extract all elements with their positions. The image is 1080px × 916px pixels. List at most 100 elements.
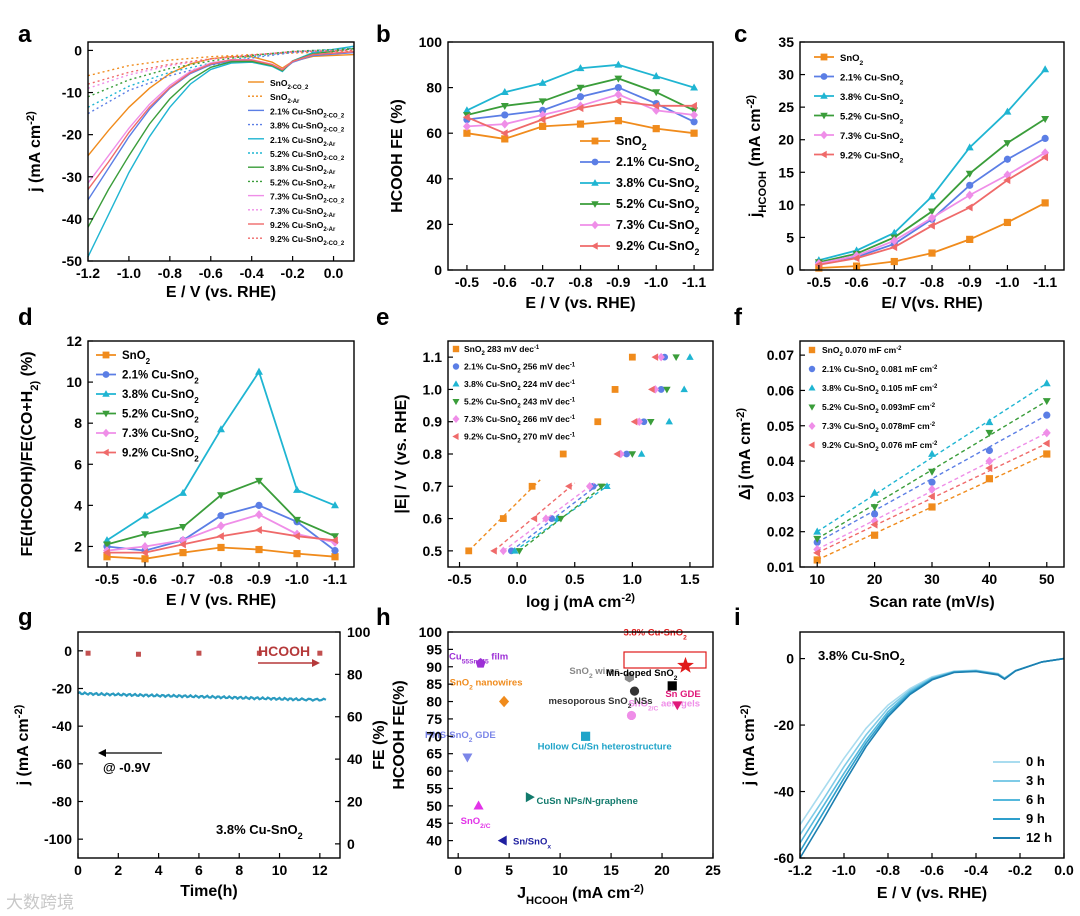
f-data-point xyxy=(985,429,994,437)
x-tick-label: -0.8 xyxy=(876,862,900,878)
x-tick-label: -0.2 xyxy=(281,265,305,281)
x-tick-label: -0.8 xyxy=(568,274,592,290)
e-fit-line xyxy=(502,482,595,552)
e-data-point xyxy=(559,450,567,458)
d-data-point xyxy=(216,532,224,541)
f-data-point xyxy=(1042,428,1051,438)
b-legend-marker xyxy=(591,220,599,230)
y-tick-label: 0.06 xyxy=(767,382,794,398)
i-legend-label: 3 h xyxy=(1026,773,1045,788)
y-tick-label: 0 xyxy=(74,42,82,58)
h-data-point xyxy=(497,835,507,846)
d-data-point xyxy=(141,555,149,563)
e-data-point xyxy=(686,353,694,360)
x-axis-label: JHCOOH (mA cm-2) xyxy=(517,883,644,907)
b-data-point xyxy=(539,122,547,130)
f-data-point xyxy=(871,531,879,539)
c-data-point xyxy=(1003,176,1011,185)
i-legend-label: 9 h xyxy=(1026,811,1045,826)
d-data-point xyxy=(179,549,187,557)
y-tick-label: 1.1 xyxy=(423,349,443,365)
f-data-point xyxy=(870,504,879,512)
y-tick-label: 85 xyxy=(426,676,442,692)
b-data-point xyxy=(500,129,508,138)
c-data-point xyxy=(814,260,822,269)
b-data-point xyxy=(614,89,623,99)
x-tick-label: -0.9 xyxy=(958,274,982,290)
f-legend-marker xyxy=(808,384,816,391)
c-data-point xyxy=(1041,148,1050,158)
y2-axis-label: FE (%) xyxy=(371,720,388,770)
g-arrow-head-potential xyxy=(98,749,106,757)
g-annotation-potential: @ -0.9V xyxy=(103,760,151,775)
y-tick-label: 20 xyxy=(426,216,442,232)
y2-tick-label: 100 xyxy=(347,624,371,640)
h-point-label: CuSn NPs/N-graphene xyxy=(537,796,638,807)
y-axis-label: j (mA cm-2) xyxy=(739,704,758,786)
h-point-label: Mn-doped SnO2 xyxy=(606,668,678,682)
c-legend-label: 7.3% Cu-SnO2 xyxy=(840,131,904,145)
c-data-point xyxy=(928,249,936,257)
x-tick-label: 10 xyxy=(552,862,568,878)
f-data-point xyxy=(928,478,936,486)
x-tick-label: -1.1 xyxy=(682,274,706,290)
x-axis-label: E / V (vs. RHE) xyxy=(877,885,987,902)
plot-frame xyxy=(87,41,355,262)
h-data-point xyxy=(667,681,677,691)
y-axis-label: FE(HCOOH)/FE(CO+H2) (%) xyxy=(19,351,41,556)
d-data-point xyxy=(141,531,149,539)
a-legend-label: SnO2-CO_2 xyxy=(270,78,309,91)
b-data-point xyxy=(538,78,547,86)
e-data-point xyxy=(635,417,644,426)
a-legend-label: 3.8% Cu-SnO2-CO_2 xyxy=(270,121,345,134)
y-tick-label: 45 xyxy=(426,815,442,831)
panel-letter-i: i xyxy=(734,604,741,631)
x-tick-label: 8 xyxy=(235,862,243,878)
a-legend-label: 7.3% Cu-SnO2-Ar xyxy=(270,206,336,219)
h-point-label: Hollow Cu/Sn heterostructure xyxy=(538,741,672,752)
h-data-point xyxy=(525,792,535,803)
e-fit-line xyxy=(510,482,601,552)
d-data-point xyxy=(331,501,339,509)
f-data-point xyxy=(928,468,936,476)
e-data-point xyxy=(628,353,636,361)
e-data-point xyxy=(594,418,602,426)
x-tick-label: -0.7 xyxy=(882,274,906,290)
d-data-point xyxy=(331,533,339,541)
y-tick-label: 65 xyxy=(426,746,442,762)
b-data-point xyxy=(539,106,547,114)
h-data-point xyxy=(498,695,510,708)
h-point-label: Sn GDE xyxy=(665,689,700,700)
panel-b: -0.5 -0.6 -0.7 -0.8 -0.9 -1.0 -1.1 0 20 40 60 80 100… xyxy=(389,34,714,312)
c-data-point xyxy=(1003,140,1012,148)
x-tick-label: -1.2 xyxy=(76,265,100,281)
h-point-label: 3.8% Cu-SnO2 xyxy=(623,628,687,642)
d-legend-label: SnO2 xyxy=(122,350,151,366)
f-data-point xyxy=(1042,379,1051,387)
e-legend-label: SnO2 283 mV dec-1 xyxy=(464,344,540,357)
b-data-point xyxy=(690,129,698,137)
d-data-point xyxy=(103,536,111,544)
g-fe-point xyxy=(317,650,323,656)
x-tick-label: -0.5 xyxy=(447,571,471,587)
x-tick-label: -0.4 xyxy=(964,862,988,878)
e-data-point xyxy=(511,546,519,554)
c-legend-marker xyxy=(820,53,828,61)
c-data-point xyxy=(890,236,899,246)
e-data-point xyxy=(648,385,655,394)
y-tick-label: 0.04 xyxy=(767,453,794,469)
y-tick-label: -20 xyxy=(774,717,794,733)
e-data-point xyxy=(613,450,621,458)
x-tick-label: 4 xyxy=(155,862,163,878)
panel-f: 10 20 30 40 50 0.01 0.02 0.03 0.04 0.05 0.06 0.07 Sc… xyxy=(735,340,1065,611)
x-tick-label: 15 xyxy=(603,862,619,878)
c-data-point xyxy=(927,221,935,230)
h-point-label: SnO2 nanowires xyxy=(450,678,523,692)
e-data-point xyxy=(542,514,550,523)
y-tick-label: 1.0 xyxy=(423,381,443,397)
e-data-point xyxy=(597,483,605,491)
h-point-label: Cu55Sn_45 film xyxy=(449,651,508,665)
y-tick-label: 0 xyxy=(64,643,72,659)
x-axis-label: Scan rate (mV/s) xyxy=(869,594,994,611)
